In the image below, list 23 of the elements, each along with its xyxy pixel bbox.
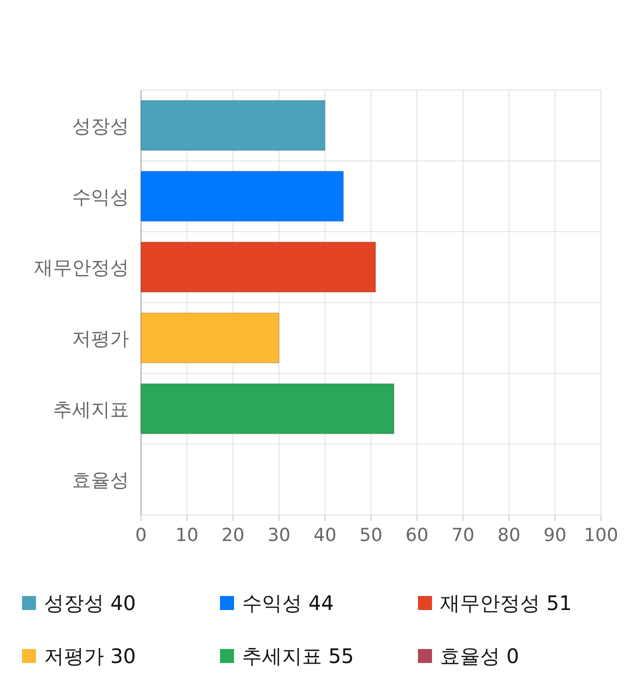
legend-label: 효율성 0 [440,644,520,668]
x-tick-label: 40 [314,525,336,546]
y-tick-label: 효율성 [72,470,129,492]
x-tick-label: 100 [584,525,618,546]
x-tick-label: 10 [176,525,198,546]
x-tick-label: 80 [498,525,520,546]
x-tick-label: 50 [360,525,382,546]
x-tick-label: 30 [268,525,290,546]
legend-label: 수익성 44 [242,591,334,615]
x-tick-label: 70 [452,525,474,546]
x-tick-label: 0 [135,525,147,546]
y-tick-label: 저평가 [72,328,129,350]
legend-label: 성장성 40 [44,591,136,615]
y-tick-label: 성장성 [72,115,129,138]
legend-label: 추세지표 55 [242,644,354,668]
y-tick-label: 추세지표 [53,398,129,421]
y-tick-label: 재무안정성 [34,257,129,280]
y-tick-label: 수익성 [72,186,129,208]
legend-label: 재무안정성 51 [440,591,572,615]
legend-label: 저평가 30 [44,644,136,668]
x-tick-label: 90 [544,525,566,546]
x-tick-label: 60 [406,525,428,546]
x-tick-label: 20 [222,525,244,546]
